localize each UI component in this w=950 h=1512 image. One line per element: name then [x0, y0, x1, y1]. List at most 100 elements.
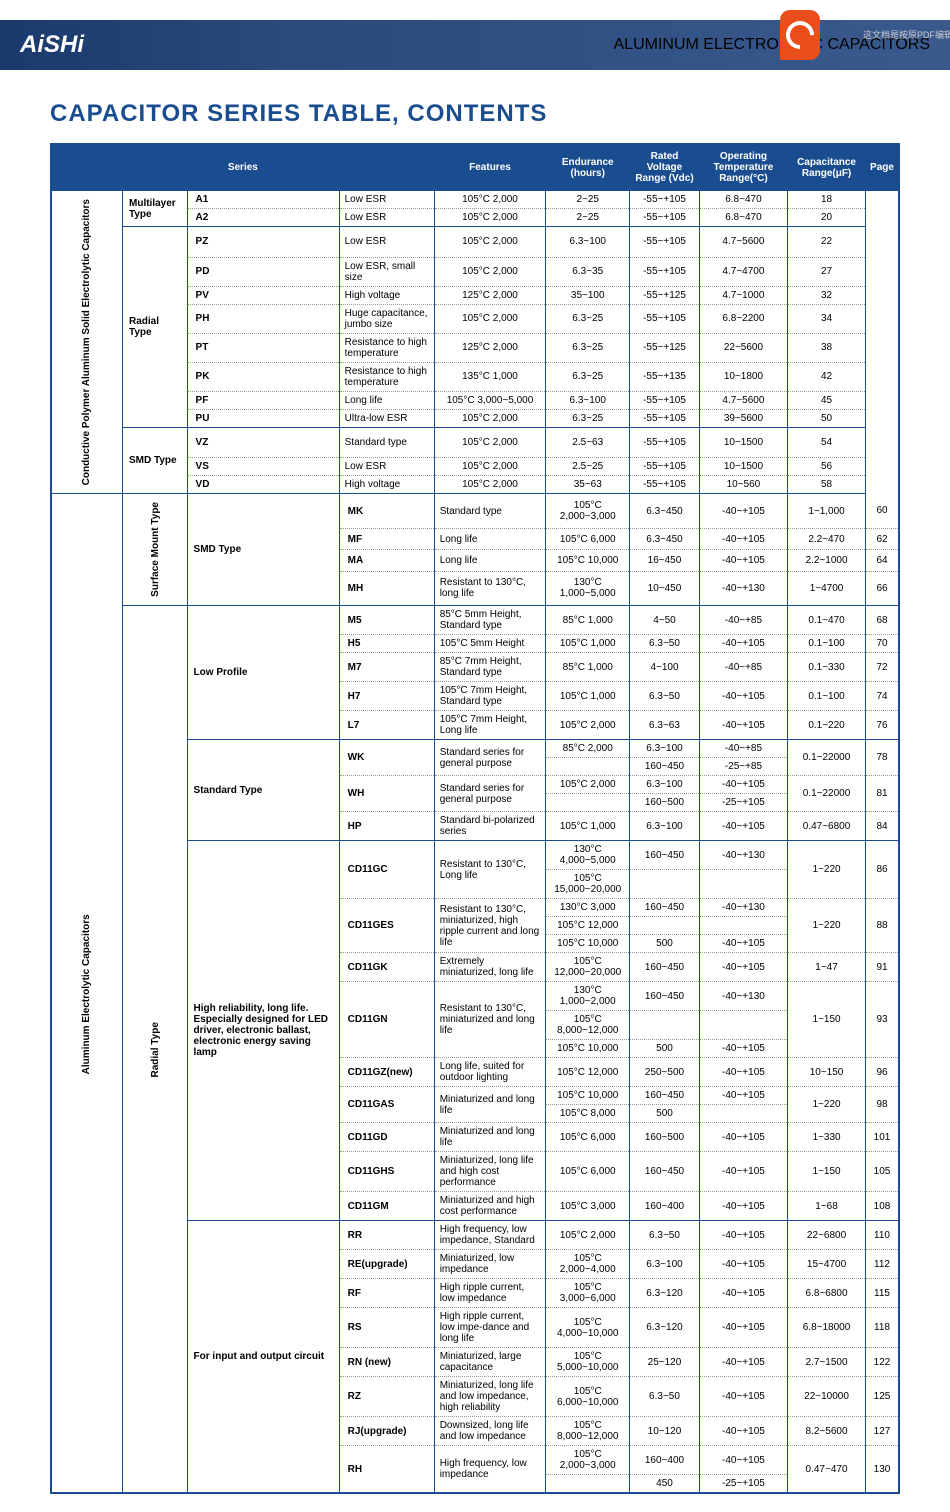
endurance: 105°C 2,000: [546, 711, 630, 740]
code: PT: [187, 333, 339, 362]
code: CD11GM: [339, 1192, 434, 1221]
col-4: Capacitance Range(μF): [788, 144, 866, 191]
category: For input and output circuit: [187, 1221, 339, 1494]
code: CD11GC: [339, 841, 434, 899]
voltage: 6.3~50: [630, 1221, 700, 1250]
vertical-subcategory: Surface Mount Type: [123, 494, 188, 606]
endurance: 105°C 2,000: [434, 227, 546, 258]
table-row: Radial TypePZLow ESR105°C 2,0006.3~100-5…: [51, 227, 899, 258]
voltage: 160~400: [630, 1446, 700, 1475]
page: 118: [866, 1308, 899, 1348]
temp: -40~+130: [699, 571, 787, 606]
features: 105°C 5mm Height: [434, 635, 546, 653]
features: Miniaturized, long life and high cost pe…: [434, 1152, 546, 1192]
code: PD: [187, 257, 339, 286]
temp: -40~+105: [699, 1192, 787, 1221]
voltage: 6.3~450: [630, 494, 700, 529]
cap: 0.1~22000: [788, 740, 866, 776]
features: Resistant to 130°C, miniaturized, high r…: [434, 899, 546, 953]
voltage: 6.3~50: [630, 1377, 700, 1417]
page: 127: [866, 1417, 899, 1446]
voltage: 6.3~25: [546, 333, 630, 362]
endurance: 105°C 3,000~6,000: [546, 1279, 630, 1308]
page: 84: [866, 812, 899, 841]
code: VZ: [187, 427, 339, 458]
endurance: 105°C 12,000: [546, 917, 630, 935]
code: H7: [339, 682, 434, 711]
temp: -40~+105: [699, 812, 787, 841]
temp: -40~+105: [699, 1221, 787, 1250]
endurance: 105°C 2,000: [434, 304, 546, 333]
endurance: 105°C 15,000~20,000: [546, 870, 630, 899]
features: High ripple current, low impedance: [434, 1279, 546, 1308]
page: 45: [788, 391, 866, 409]
voltage: 160~500: [630, 794, 700, 812]
features: Miniaturized and long life: [434, 1123, 546, 1152]
cap: 22~6800: [788, 1221, 866, 1250]
endurance: 105°C 2,000~4,000: [546, 1250, 630, 1279]
endurance: 85°C 2,000: [546, 740, 630, 758]
features: High ripple current, low impe-dance and …: [434, 1308, 546, 1348]
temp: -40~+85: [699, 653, 787, 682]
endurance: 105°C 2,000: [546, 776, 630, 794]
temp: -40~+105: [699, 935, 787, 953]
endurance: 105°C 6,000: [546, 1152, 630, 1192]
cap: 39~5600: [699, 409, 787, 427]
page: 76: [866, 711, 899, 740]
features: Extremely miniaturized, long life: [434, 953, 546, 982]
endurance: 105°C 3,000: [546, 1192, 630, 1221]
temp: -40~+105: [699, 776, 787, 794]
endurance: 105°C 1,000: [546, 812, 630, 841]
page: 81: [866, 776, 899, 812]
code: VS: [187, 458, 339, 476]
features: Long life: [434, 550, 546, 571]
code: RN (new): [339, 1348, 434, 1377]
code: MK: [339, 494, 434, 529]
temp: -55~+125: [630, 333, 700, 362]
code: H5: [339, 635, 434, 653]
features: Standard bi-polarized series: [434, 812, 546, 841]
code: M7: [339, 653, 434, 682]
voltage: 6.3~450: [630, 528, 700, 549]
page: 88: [866, 899, 899, 953]
endurance: 105°C 2,000: [434, 409, 546, 427]
cap: 10~560: [699, 476, 787, 494]
cap: 8.2~5600: [788, 1417, 866, 1446]
page: 105: [866, 1152, 899, 1192]
code: MA: [339, 550, 434, 571]
features: High voltage: [339, 476, 434, 494]
cap: 6.8~470: [699, 191, 787, 209]
temp: -40~+105: [699, 1058, 787, 1087]
features: Standard series for general purpose: [434, 740, 546, 776]
endurance: 105°C 12,000~20,000: [546, 953, 630, 982]
features: 105°C 7mm Height, Long life: [434, 711, 546, 740]
temp: -40~+105: [699, 528, 787, 549]
voltage: [630, 917, 700, 935]
cap: 1~150: [788, 1152, 866, 1192]
col-2: Rated Voltage Range (Vdc): [630, 144, 700, 191]
endurance: 105°C 8,000~12,000: [546, 1011, 630, 1040]
cap: 6.8~2200: [699, 304, 787, 333]
code: RS: [339, 1308, 434, 1348]
cap: 1~150: [788, 982, 866, 1058]
features: Ultra-low ESR: [339, 409, 434, 427]
temp: -40~+85: [699, 740, 787, 758]
temp: -40~+105: [699, 1446, 787, 1475]
cap: 1~47: [788, 953, 866, 982]
table-row: Radial TypeLow ProfileM585°C 5mm Height,…: [51, 606, 899, 635]
temp: -40~+105: [699, 1152, 787, 1192]
code: MF: [339, 528, 434, 549]
voltage: 6.3~25: [546, 304, 630, 333]
temp: -40~+105: [699, 1087, 787, 1105]
voltage: 2.5~63: [546, 427, 630, 458]
page: 54: [788, 427, 866, 458]
features: Standard type: [339, 427, 434, 458]
features: Miniaturized, large capacitance: [434, 1348, 546, 1377]
cap: 22~10000: [788, 1377, 866, 1417]
code: RZ: [339, 1377, 434, 1417]
voltage: 2~25: [546, 191, 630, 209]
features: Resistant to 130°C, miniaturized and lon…: [434, 982, 546, 1058]
temp: -40~+130: [699, 841, 787, 870]
endurance: 105°C 2,000: [546, 1221, 630, 1250]
voltage: 6.3~100: [546, 391, 630, 409]
